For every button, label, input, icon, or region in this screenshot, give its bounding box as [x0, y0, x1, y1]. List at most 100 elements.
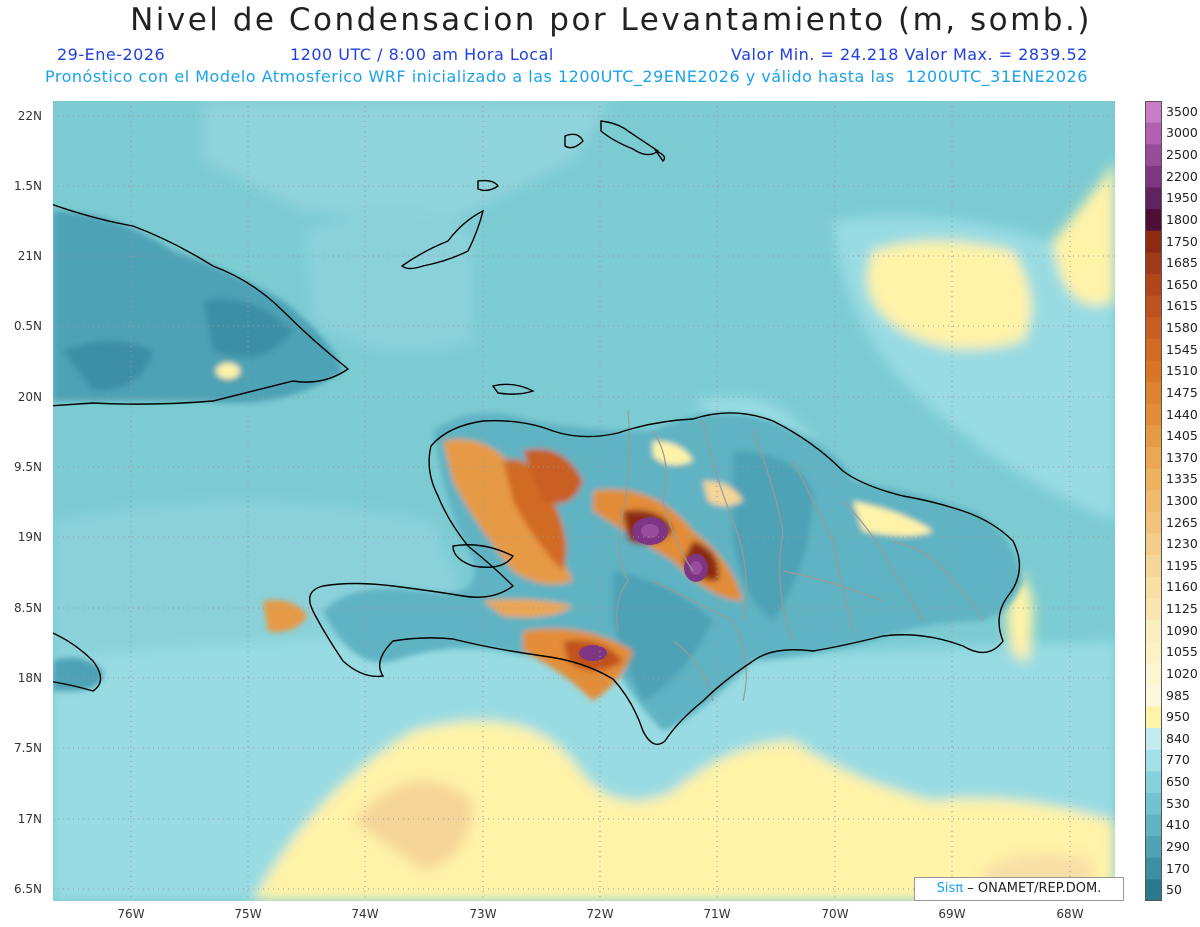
colorbar-cell — [1145, 273, 1162, 297]
map-title: Nivel de Condensacion por Levantamiento … — [130, 2, 1092, 38]
colorbar-label: 1020 — [1166, 665, 1198, 681]
colorbar-label: 1545 — [1166, 341, 1198, 357]
colorbar-label: 985 — [1166, 687, 1190, 703]
colorbar-cell — [1145, 338, 1162, 361]
colorbar-label: 1160 — [1166, 579, 1198, 595]
colorbar-label: 2200 — [1166, 168, 1198, 184]
credit-text: – ONAMET/REP.DOM. — [967, 881, 1102, 896]
forecast-time: 1200 UTC / 8:00 am Hora Local — [290, 45, 554, 64]
colorbar-cell — [1145, 446, 1162, 470]
colorbar-label: 840 — [1166, 730, 1190, 746]
lon-label: 76W — [117, 907, 145, 921]
colorbar-label: 1950 — [1166, 190, 1198, 206]
colorbar-cell — [1145, 857, 1162, 880]
colorbar-cell — [1145, 706, 1162, 729]
lon-label: 68W — [1056, 907, 1084, 921]
peak-south — [579, 645, 607, 661]
lon-label: 72W — [586, 907, 614, 921]
colorbar-label: 1300 — [1166, 493, 1198, 508]
colorbar-label: 650 — [1166, 774, 1190, 790]
colorbar-label: 950 — [1166, 709, 1190, 725]
lon-label: 75W — [234, 907, 262, 921]
colorbar-label: 1580 — [1166, 320, 1198, 336]
colorbar-label: 1370 — [1166, 449, 1198, 465]
colorbar-cell — [1145, 122, 1162, 145]
model-init-line: Pronóstico con el Modelo Atmosferico WRF… — [45, 67, 1088, 86]
colorbar-cell — [1145, 619, 1162, 643]
colorbar-cell — [1145, 814, 1162, 837]
colorbar-label: 1335 — [1166, 471, 1198, 487]
min-max-values: Valor Min. = 24.218 Valor Max. = 2839.52 — [731, 45, 1088, 64]
lat-label: 8.5N — [13, 601, 42, 615]
colorbar-label: 1750 — [1166, 233, 1198, 249]
colorbar-label: 770 — [1166, 752, 1190, 768]
colorbar-label: 1125 — [1166, 601, 1198, 617]
colorbar-cell — [1145, 425, 1162, 448]
lat-label: 9.5N — [13, 460, 42, 474]
colorbar-cell — [1145, 576, 1162, 599]
colorbar-label: 1685 — [1166, 255, 1198, 271]
colorbar-label: 1090 — [1166, 622, 1198, 638]
colorbar-cell — [1145, 209, 1162, 232]
colorbar-label: 1195 — [1166, 557, 1198, 573]
colorbar-cell — [1145, 511, 1162, 534]
lat-label: 19N — [17, 530, 42, 544]
colorbar-label: 170 — [1166, 860, 1190, 876]
lon-label: 73W — [469, 907, 497, 921]
colorbar-cell — [1145, 792, 1162, 816]
colorbar-cell — [1145, 187, 1162, 210]
colorbar-cell — [1145, 144, 1162, 167]
colorbar-label: 1475 — [1166, 384, 1198, 400]
colorbar-label: 2500 — [1166, 147, 1198, 163]
colorbar-cell — [1145, 598, 1162, 621]
lat-label: 6.5N — [13, 882, 42, 896]
lat-label: 17N — [17, 812, 42, 826]
lat-label: 7.5N — [13, 741, 42, 755]
colorbar-label: 1440 — [1166, 406, 1198, 422]
colorbar-label: 3500 — [1166, 103, 1198, 119]
lat-label: 18N — [17, 671, 42, 685]
forecast-date: 29-Ene-2026 — [57, 45, 166, 64]
lon-label: 69W — [938, 907, 966, 921]
colorbar-label: 1055 — [1166, 644, 1198, 660]
coastlines — [53, 120, 1021, 745]
colorbar-cell — [1145, 101, 1162, 124]
brand-logo: Sisπ — [936, 881, 964, 896]
colorbar-cell — [1145, 230, 1162, 253]
colorbar-cell — [1145, 728, 1162, 751]
lat-label: 21N — [17, 249, 42, 263]
colorbar-cell — [1145, 252, 1162, 275]
colorbar-cell — [1145, 533, 1162, 556]
colorbar-cell — [1145, 555, 1162, 578]
colorbar-label: 1510 — [1166, 363, 1198, 379]
colorbar-cell — [1145, 165, 1162, 188]
colorbar-label: 1265 — [1166, 514, 1198, 530]
lat-label: 0.5N — [13, 319, 42, 333]
lcl-forecast-map — [53, 101, 1115, 901]
colorbar-cell — [1145, 468, 1162, 491]
colorbar-cell — [1145, 317, 1162, 340]
colorbar-cell — [1145, 382, 1162, 405]
province-borders — [616, 410, 984, 702]
colorbar-cell — [1145, 879, 1162, 901]
lon-label: 74W — [351, 907, 379, 921]
colorbar-label: 1650 — [1166, 276, 1198, 292]
lon-label: 71W — [703, 907, 731, 921]
colorbar-cell — [1145, 295, 1162, 318]
lon-label: 70W — [821, 907, 849, 921]
graticule — [53, 101, 1115, 901]
colorbar-label: 3000 — [1166, 125, 1198, 141]
colorbar-label: 1230 — [1166, 536, 1198, 552]
colorbar-cell — [1145, 836, 1162, 859]
colorbar-label: 410 — [1166, 817, 1190, 833]
colorbar-cell — [1145, 403, 1162, 426]
colorbar-cell — [1145, 641, 1162, 664]
colorbar-cell — [1145, 490, 1162, 513]
lat-label: 22N — [17, 109, 42, 123]
colorbar-label: 290 — [1166, 838, 1190, 854]
colorbar-label: 1615 — [1166, 298, 1198, 314]
colorbar-cell — [1145, 684, 1162, 707]
colorbar-cell — [1145, 749, 1162, 772]
colorbar-label: 1405 — [1166, 428, 1198, 444]
lat-label: 1.5N — [13, 179, 42, 193]
